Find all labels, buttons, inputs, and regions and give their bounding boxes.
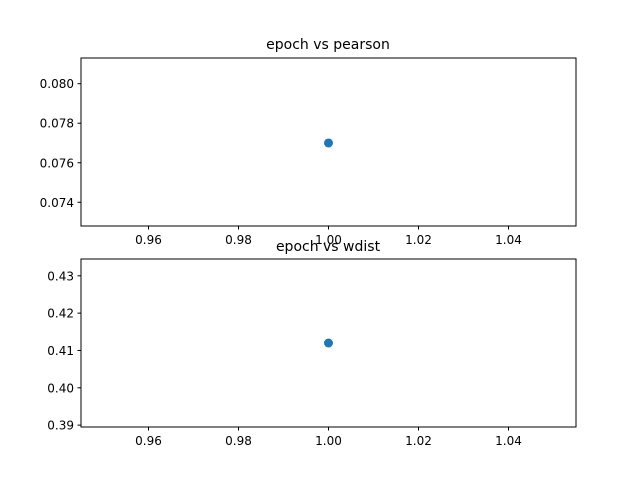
subplot-1-data-point — [324, 138, 333, 148]
subplot-2-xtick-label: 0.96 — [135, 434, 162, 448]
subplot-1-title: epoch vs pearson — [266, 37, 390, 53]
subplot-1-ticks: 0.96 0.98 1.00 1.02 1.04 0.074 0.076 0.078 0.080 — [40, 77, 522, 247]
subplot-2-xtick-label: 1.02 — [405, 434, 432, 448]
subplot-2: 0.96 0.98 1.00 1.02 1.04 0.39 0.40 0.41 0.42 0.43… — [47, 239, 577, 448]
subplot-1-xtick-label: 0.98 — [225, 233, 252, 247]
subplot-2-xtick-label: 0.98 — [225, 434, 252, 448]
subplot-1: epoch vs pearson 0.96 0.98 1.00 1.02 1.04 0.0… — [40, 37, 577, 247]
subplot-2-ytick-label: 0.40 — [47, 381, 74, 395]
subplot-2-points — [324, 338, 333, 348]
subplot-1-xtick-label: 0.96 — [135, 233, 162, 247]
subplot-2-ytick-label: 0.43 — [47, 269, 74, 283]
subplot-2-axes-frame — [80, 258, 577, 428]
subplot-2-title: epoch vs wdist — [276, 239, 381, 255]
subplot-1-points — [324, 138, 333, 148]
subplot-2-ticks: 0.96 0.98 1.00 1.02 1.04 0.39 0.40 0.41 0.42 0.43 — [47, 269, 522, 448]
subplot-2-ytick-label: 0.39 — [47, 419, 74, 433]
subplot-1-axes-frame — [80, 57, 577, 227]
subplot-1-xtick-label: 1.00 — [315, 233, 342, 247]
subplot-1-xtick-label: 1.04 — [495, 233, 522, 247]
subplot-2-ytick-label: 0.41 — [47, 344, 74, 358]
subplot-1-ytick-label: 0.076 — [40, 156, 74, 170]
subplot-1-ytick-label: 0.080 — [40, 77, 74, 91]
subplot-1-xtick-label: 1.02 — [405, 233, 432, 247]
subplot-2-data-point — [324, 338, 333, 348]
subplot-2-xtick-label: 1.00 — [315, 434, 342, 448]
subplot-2-xtick-label: 1.04 — [495, 434, 522, 448]
subplot-2-ytick-label: 0.42 — [47, 307, 74, 321]
subplot-1-ytick-label: 0.078 — [40, 117, 74, 131]
subplot-1-ytick-label: 0.074 — [40, 196, 74, 210]
